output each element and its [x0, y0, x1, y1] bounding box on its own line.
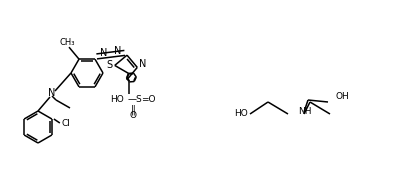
Text: NH: NH: [297, 108, 311, 116]
Text: ‖: ‖: [130, 105, 135, 115]
Text: N: N: [48, 88, 56, 98]
Text: —S: —S: [127, 95, 142, 104]
Text: Cl: Cl: [62, 119, 71, 129]
Text: O: O: [130, 111, 137, 120]
Text: HO: HO: [234, 109, 247, 119]
Text: OH: OH: [335, 92, 349, 101]
Text: =O: =O: [141, 95, 155, 104]
Text: N: N: [138, 59, 146, 69]
Text: N: N: [114, 46, 121, 56]
Text: S: S: [106, 60, 112, 70]
Text: CH₃: CH₃: [59, 38, 74, 47]
Text: N: N: [100, 48, 108, 58]
Text: HO: HO: [110, 95, 124, 104]
